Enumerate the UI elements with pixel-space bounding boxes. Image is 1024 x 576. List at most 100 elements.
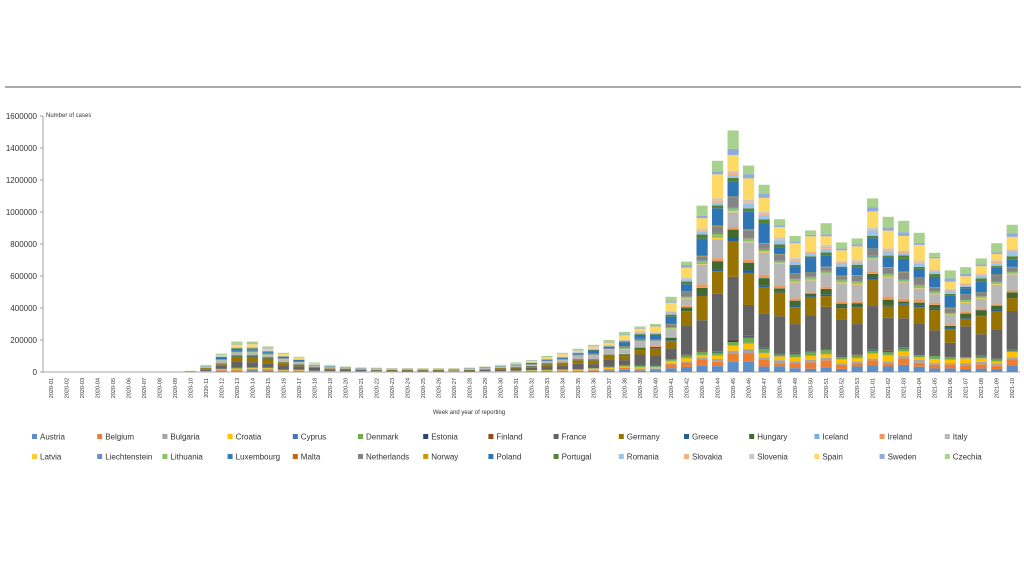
- bar-segment-austria: [231, 371, 243, 372]
- bar-segment-spain: [1006, 236, 1018, 250]
- bar-segment-portugal: [618, 341, 631, 343]
- bar-segment-germany: [851, 307, 863, 325]
- x-tick-label: 2021-03: [902, 378, 908, 398]
- bar-segment-germany: [277, 363, 289, 366]
- bar-segment-netherlands: [618, 346, 631, 348]
- bar-segment-belgium: [680, 362, 693, 367]
- bar-segment-portugal: [231, 348, 243, 349]
- bar-segment-lithuania: [851, 281, 863, 284]
- bar-segment-finland: [898, 347, 910, 348]
- bar-segment-latvia: [960, 302, 972, 304]
- bar-segment-latvia: [789, 281, 801, 283]
- bar-segment-austria: [975, 368, 987, 372]
- bar-segment-netherlands: [867, 248, 879, 256]
- legend-label: Slovenia: [757, 453, 788, 462]
- legend-swatch: [553, 434, 559, 439]
- bar-segment-germany: [975, 316, 987, 335]
- bar-segment-germany: [339, 368, 351, 370]
- bar-segment-slovakia: [851, 261, 863, 263]
- bar-segment-spain: [541, 357, 553, 359]
- bar-segment-denmark: [975, 356, 987, 359]
- bar-segment-portugal: [851, 264, 863, 268]
- bar-segment-france: [463, 370, 476, 372]
- bar-segment-denmark: [1006, 350, 1018, 352]
- bar-segment-greece: [727, 238, 739, 241]
- bar-segment-poland: [991, 267, 1003, 275]
- bar-segment-greece: [665, 340, 677, 342]
- bar-stack-2020-47: [758, 184, 770, 372]
- bar-segment-croatia: [712, 355, 724, 359]
- bar-segment-italy: [246, 352, 258, 356]
- bar-segment-italy: [463, 369, 476, 370]
- legend-item-bulgaria: Bulgaria: [162, 433, 200, 442]
- bar-segment-sweden: [758, 194, 770, 198]
- x-tick-label: 2020-18: [312, 378, 318, 398]
- x-tick-label: 2021-04: [917, 378, 923, 398]
- bar-segment-estonia: [882, 351, 894, 353]
- x-tick-label: 2021-02: [886, 378, 892, 398]
- legend-item-germany: Germany: [618, 433, 660, 442]
- bar-segment-latvia: [836, 282, 848, 284]
- legend-swatch: [944, 434, 950, 439]
- bar-segment-slovakia: [680, 278, 693, 280]
- bar-segment-estonia: [743, 336, 755, 338]
- x-tick-label: 2020-49: [793, 378, 799, 398]
- bar-segment-luxembourg: [712, 233, 724, 234]
- bar-segment-denmark: [246, 367, 258, 368]
- bar-segment-croatia: [572, 369, 584, 371]
- bar-segment-germany: [1006, 298, 1018, 312]
- bar-segment-france: [370, 370, 383, 372]
- bar-segment-germany: [603, 355, 615, 360]
- bar-segment-italy: [960, 303, 972, 313]
- bar-stack-2020-13: [231, 341, 243, 372]
- bar-segment-spain: [758, 197, 770, 212]
- bar-segment-hungary: [277, 362, 289, 363]
- x-tick-label: 2020-15: [266, 378, 272, 398]
- bar-segment-lithuania: [680, 296, 693, 299]
- bar-segment-germany: [743, 272, 755, 305]
- bar-stack-2020-27: [448, 368, 460, 372]
- bar-segment-germany: [293, 364, 305, 367]
- bar-segment-austria: [649, 369, 662, 372]
- bar-segment-ireland: [960, 312, 972, 314]
- bar-segment-czechia: [215, 353, 227, 355]
- bar-segment-france: [820, 306, 832, 350]
- bar-segment-czechia: [929, 252, 941, 257]
- bar-segment-denmark: [634, 365, 646, 368]
- bar-segment-croatia: [820, 354, 832, 358]
- bar-segment-romania: [649, 332, 662, 334]
- bar-segment-austria: [960, 369, 972, 372]
- bar-segment-latvia: [882, 276, 894, 278]
- bar-segment-spain: [649, 326, 662, 332]
- bar-segment-slovakia: [820, 246, 832, 249]
- bar-segment-czechia: [680, 261, 693, 266]
- bar-segment-poland: [960, 288, 972, 295]
- bar-segment-germany: [587, 360, 600, 365]
- bar-segment-hungary: [960, 313, 972, 318]
- bar-segment-hungary: [758, 278, 770, 286]
- bar-segment-hungary: [712, 261, 724, 270]
- bar-segment-croatia: [727, 345, 739, 351]
- bar-segment-hungary: [991, 305, 1003, 310]
- bar-segment-netherlands: [820, 267, 832, 271]
- bar-segment-italy: [215, 360, 227, 364]
- bar-segment-belgium: [913, 362, 925, 367]
- bar-segment-france: [231, 361, 243, 368]
- bar-segment-croatia: [231, 368, 243, 370]
- bar-segment-slovenia: [727, 170, 739, 173]
- bar-segment-poland: [836, 268, 848, 276]
- bar-segment-lithuania: [774, 261, 786, 263]
- x-tick-label: 2020-36: [592, 378, 598, 398]
- bar-segment-france: [324, 369, 336, 371]
- bar-segment-czechia: [525, 360, 538, 361]
- bar-segment-denmark: [649, 366, 662, 367]
- legend: Austria Belgium Bulgaria Croatia Cyprus Denma…: [32, 433, 982, 462]
- x-tick-label: 2020-06: [126, 378, 132, 398]
- bar-segment-austria: [851, 366, 863, 372]
- bar-segment-germany: [680, 311, 693, 326]
- bar-segment-spain: [556, 354, 569, 357]
- legend-item-norway: Norway: [423, 453, 458, 462]
- bar-segment-estonia: [774, 353, 786, 355]
- bar-segment-sweden: [1006, 233, 1018, 237]
- bar-segment-germany: [727, 240, 739, 277]
